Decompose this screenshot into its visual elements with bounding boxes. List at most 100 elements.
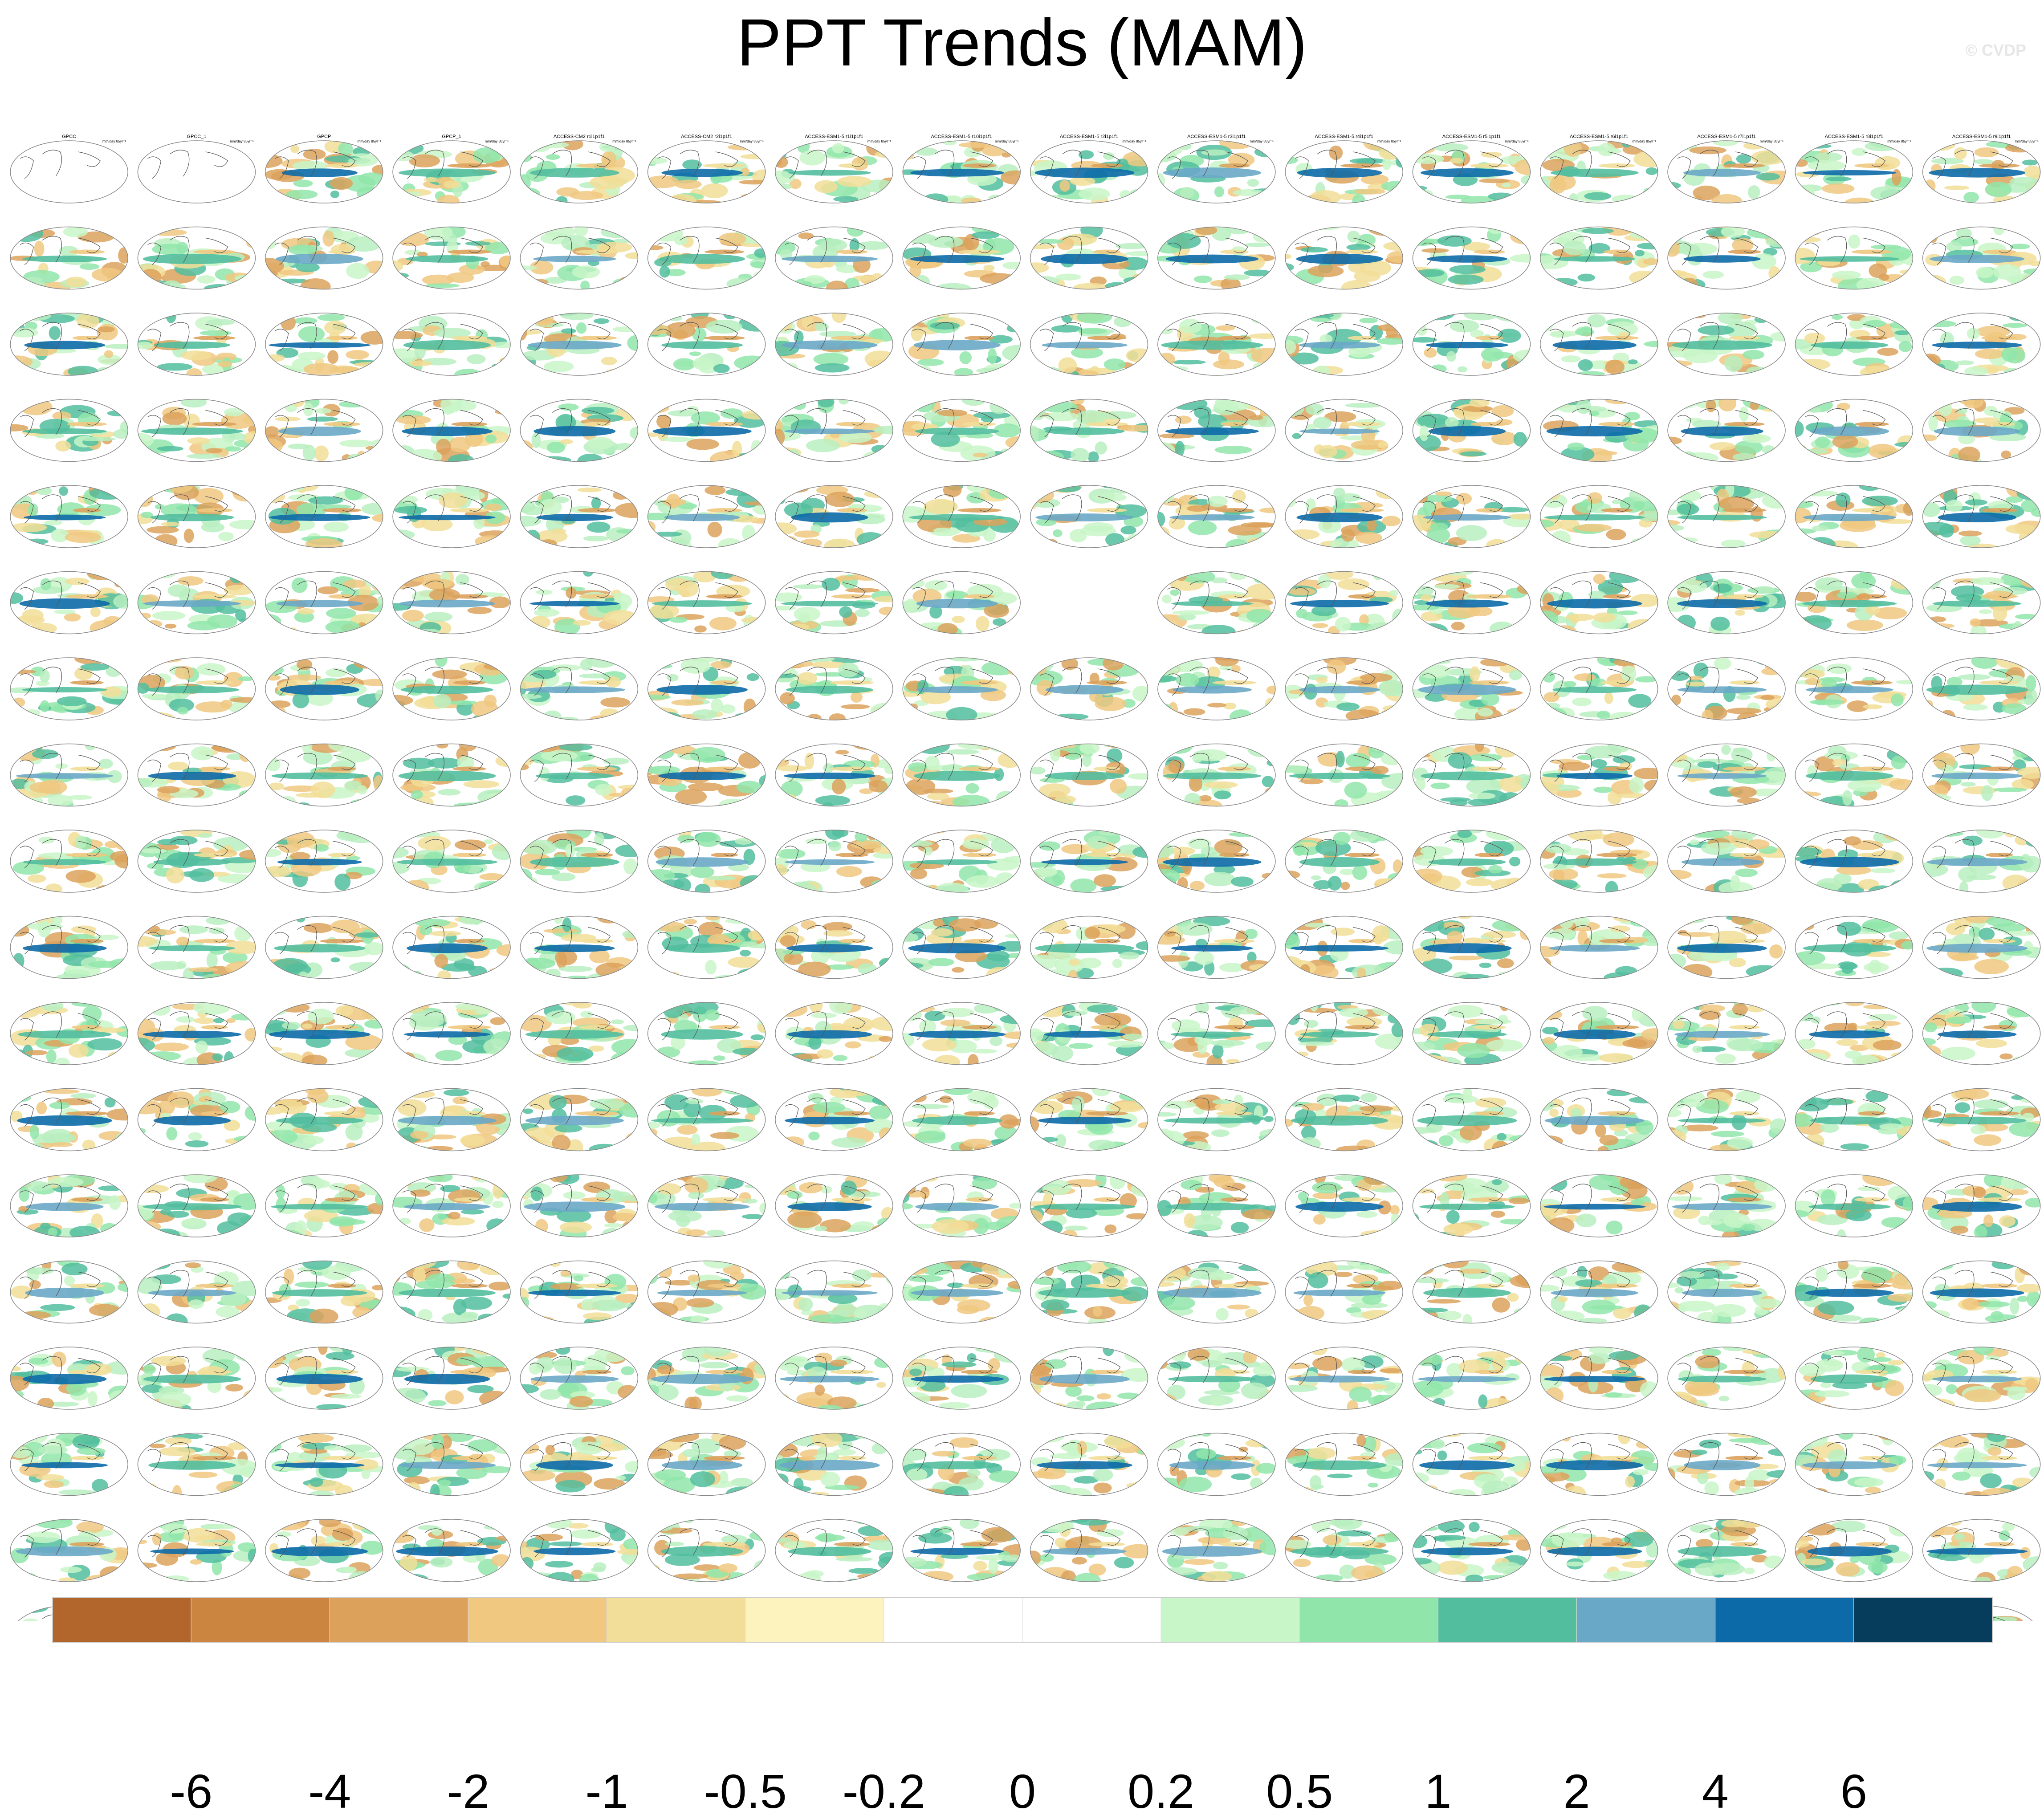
coastline xyxy=(1040,1528,1121,1558)
coastline xyxy=(785,408,866,437)
coastline xyxy=(1167,408,1248,437)
coastline xyxy=(20,1097,101,1127)
coastline xyxy=(1040,1011,1121,1041)
map-border xyxy=(1667,830,1786,893)
map-panel xyxy=(10,313,128,376)
coastline xyxy=(275,408,356,437)
panel-title: ACCESS-ESM1-5 r5i1p1f1 xyxy=(1442,134,1501,139)
panel-title: ACCESS-ESM1-5 r10i1p1f1 xyxy=(931,134,992,139)
map-border xyxy=(775,743,893,807)
map-border xyxy=(1157,140,1276,203)
map-panel xyxy=(1795,1174,1914,1237)
panel-units: mm/day 85yr⁻¹ xyxy=(1377,139,1401,143)
coastline xyxy=(530,1442,611,1471)
map-panel xyxy=(647,571,766,635)
map-border xyxy=(1795,830,1914,893)
map-border xyxy=(520,571,639,635)
map-panel xyxy=(10,571,128,635)
map-border xyxy=(1412,571,1531,635)
map-border xyxy=(1030,226,1148,290)
map-panel xyxy=(392,1174,511,1237)
panel-title: ACCESS-ESM1-5 r3i1p1f1 xyxy=(1187,134,1246,139)
map-border xyxy=(392,1002,511,1065)
coastline xyxy=(1677,1356,1758,1385)
map-border xyxy=(1667,1347,1786,1410)
map-border xyxy=(647,1002,766,1065)
map-border xyxy=(137,1260,256,1324)
coastline xyxy=(275,1097,356,1127)
map-panel xyxy=(10,1347,128,1410)
coastline xyxy=(1932,839,2013,868)
map-panel xyxy=(1795,743,1914,807)
map-border xyxy=(265,743,383,807)
coastline xyxy=(402,753,483,782)
trend-field xyxy=(393,571,511,634)
map-panel xyxy=(392,1432,511,1496)
map-border xyxy=(647,1260,766,1324)
map-border xyxy=(137,1088,256,1152)
colorbar-tick-label: -4 xyxy=(308,1764,351,1818)
map-border xyxy=(265,916,383,979)
map-border xyxy=(902,1432,1021,1496)
colorbar-swatch xyxy=(1576,1597,1716,1643)
map-border xyxy=(1922,830,2041,893)
coastline xyxy=(1422,839,1503,868)
map-panel xyxy=(137,1432,256,1496)
map-panel xyxy=(902,916,1021,979)
coastline xyxy=(402,150,483,179)
map-panel xyxy=(1157,1260,1276,1324)
coastline xyxy=(1550,1356,1631,1385)
map-panel xyxy=(1157,1347,1276,1410)
map-border xyxy=(647,1432,766,1496)
map-border xyxy=(775,916,893,979)
map-border xyxy=(1412,1432,1531,1496)
coastline xyxy=(402,1356,483,1385)
map-panel xyxy=(775,1260,893,1324)
map-border xyxy=(10,743,128,807)
map-panel xyxy=(775,1432,893,1496)
map-border xyxy=(1795,485,1914,548)
coastline xyxy=(1932,580,2013,610)
map-panel xyxy=(392,485,511,548)
map-border xyxy=(1540,313,1658,376)
map-border xyxy=(775,1002,893,1065)
trend-field xyxy=(265,1002,383,1065)
map-border xyxy=(1030,1260,1148,1324)
coastline xyxy=(1422,408,1503,437)
map-panel xyxy=(775,1002,893,1065)
map-panel xyxy=(392,1002,511,1065)
coastline xyxy=(912,1356,993,1385)
map-border xyxy=(1667,313,1786,376)
map-border xyxy=(902,226,1021,290)
coastline xyxy=(147,1184,228,1213)
map-border xyxy=(1795,313,1914,376)
map-panel xyxy=(1157,226,1276,290)
map-panel xyxy=(1157,1088,1276,1152)
map-panel xyxy=(392,657,511,720)
map-panel xyxy=(1285,1519,1403,1582)
map-panel xyxy=(1157,830,1276,893)
map-panel xyxy=(1412,399,1531,462)
map-panel xyxy=(265,1519,383,1582)
map-panel xyxy=(1540,743,1658,807)
trend-field xyxy=(1795,1519,1913,1577)
map-border xyxy=(1285,830,1403,893)
map-border xyxy=(1795,1347,1914,1410)
map-border xyxy=(1412,140,1531,203)
coastline xyxy=(1040,1442,1121,1471)
coastline xyxy=(1167,1184,1248,1213)
map-panel xyxy=(1412,313,1531,376)
coastline xyxy=(20,925,101,954)
colorbar-tick-label: 4 xyxy=(1702,1764,1729,1818)
coastline xyxy=(275,150,356,179)
map-border xyxy=(1922,1519,2041,1582)
map-panel xyxy=(520,1519,639,1582)
trend-field xyxy=(1413,143,1531,203)
map-panel xyxy=(265,485,383,548)
map-panel xyxy=(1922,313,2041,376)
map-border xyxy=(392,1432,511,1496)
map-panel xyxy=(1030,1260,1148,1324)
coastline xyxy=(402,408,483,437)
coastline xyxy=(20,322,101,351)
map-panel: GPCP mm/day 85yr⁻¹ xyxy=(265,134,383,203)
